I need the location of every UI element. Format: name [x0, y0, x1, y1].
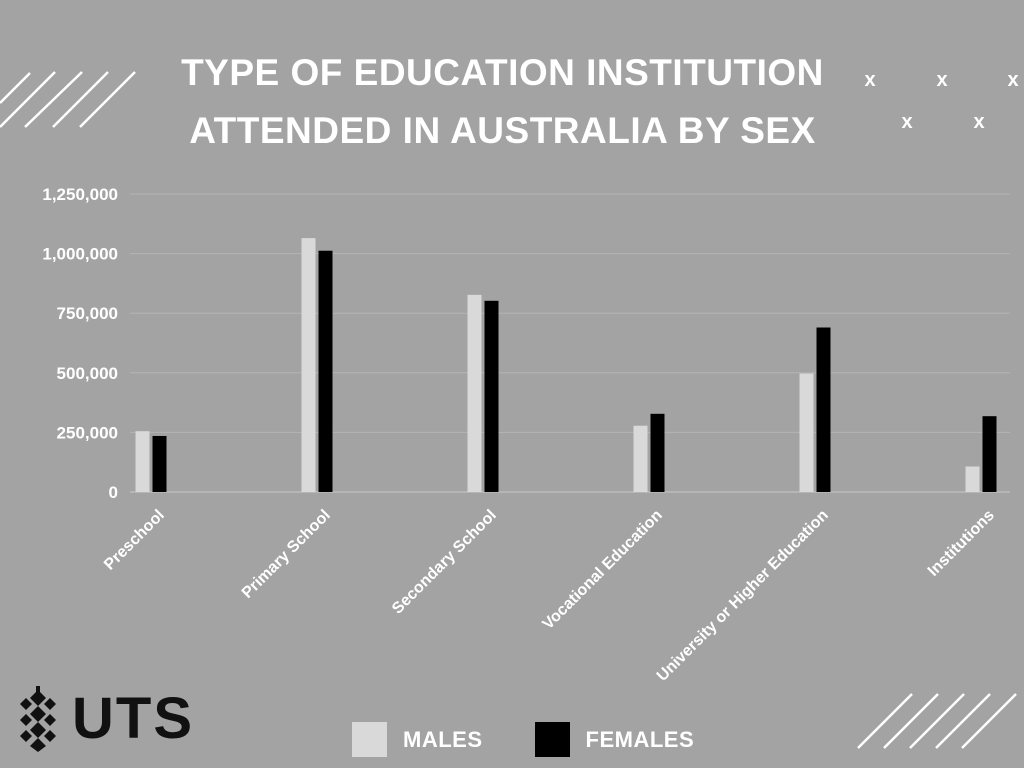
y-tick-label: 0 — [109, 483, 118, 502]
y-tick-label: 250,000 — [57, 423, 118, 442]
y-tick-label: 750,000 — [57, 304, 118, 323]
x-mark: x — [901, 111, 912, 133]
bar-males-institutions — [965, 466, 980, 492]
x-tick-label: Vocational Education — [540, 507, 666, 633]
y-axis-tick-labels: 0 250,000 500,000 750,000 1,000,000 1,250,000 — [42, 185, 118, 502]
bar-males-primary-school — [301, 238, 316, 492]
uts-logo: UTS — [20, 686, 194, 752]
y-tick-label: 500,000 — [57, 364, 118, 383]
bar-males-university-or-higher-education — [799, 373, 814, 492]
y-tick-label: 1,250,000 — [42, 185, 118, 204]
chart-legend: MALES FEMALES — [352, 722, 746, 757]
x-tick-label: University or Higher Education — [654, 507, 832, 685]
bar-females-university-or-higher-education — [816, 327, 831, 492]
x-mark: x — [973, 111, 984, 133]
bar-females-secondary-school — [484, 300, 499, 492]
logo-text: UTS — [72, 686, 194, 751]
x-axis-tick-labels: Preschool Primary School Secondary School V… — [101, 507, 998, 685]
x-mark: x — [936, 69, 947, 91]
y-tick-label: 1,000,000 — [42, 245, 118, 264]
bar-females-preschool — [152, 435, 167, 492]
x-tick-label: Primary School — [239, 507, 334, 602]
bars — [135, 238, 997, 492]
legend-item-males: MALES — [352, 722, 483, 757]
top-left-slash-pattern — [0, 71, 136, 128]
uts-crest-icon — [20, 686, 56, 752]
x-mark-pattern: x x x x x — [864, 69, 1018, 133]
legend-item-females: FEMALES — [534, 722, 695, 757]
x-tick-label: Preschool — [101, 507, 168, 574]
x-mark: x — [864, 69, 875, 91]
bar-females-institutions — [982, 416, 997, 492]
x-mark: x — [1007, 69, 1018, 91]
chart-title-line-1: TYPE OF EDUCATION INSTITUTION — [181, 52, 824, 93]
x-tick-label: Institutions — [925, 507, 998, 580]
bar-males-preschool — [135, 431, 150, 492]
legend-swatch-females — [534, 722, 570, 757]
legend-label-females: FEMALES — [585, 726, 695, 752]
x-tick-label: Secondary School — [389, 507, 500, 618]
bar-females-vocational-education — [650, 413, 665, 492]
bar-males-vocational-education — [633, 425, 648, 492]
legend-swatch-males — [352, 722, 387, 757]
bar-males-secondary-school — [467, 294, 482, 492]
bar-females-primary-school — [318, 250, 333, 492]
legend-label-males: MALES — [403, 726, 483, 752]
chart-title: TYPE OF EDUCATION INSTITUTION ATTENDED I… — [150, 44, 855, 160]
chart-title-line-2: ATTENDED IN AUSTRALIA BY SEX — [189, 110, 816, 151]
gridlines — [130, 193, 1010, 493]
bottom-right-slash-pattern — [857, 693, 1017, 749]
